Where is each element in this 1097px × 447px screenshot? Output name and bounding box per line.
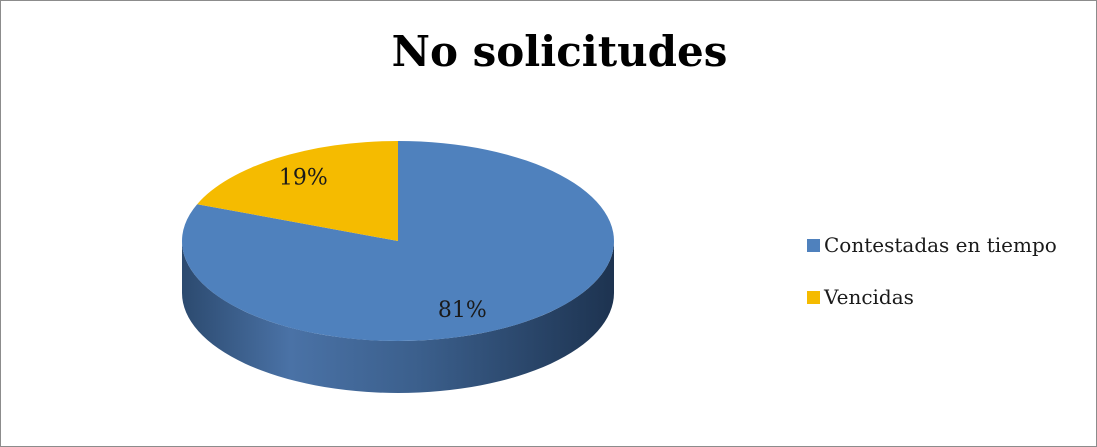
legend-label-vencidas: Vencidas (824, 285, 914, 309)
pie-slice-vencidas (197, 141, 398, 241)
data-label-vencidas: 19% (279, 165, 328, 190)
chart-title: No solicitudes (391, 27, 728, 76)
legend: Contestadas en tiempo Vencidas (807, 232, 1057, 336)
legend-label-contestadas: Contestadas en tiempo (824, 233, 1057, 257)
legend-item-vencidas: Vencidas (807, 284, 1057, 310)
pie-side-contestadas (182, 241, 614, 393)
data-label-contestadas: 81% (438, 298, 487, 323)
legend-swatch-contestadas (807, 238, 820, 252)
legend-swatch-vencidas (807, 290, 820, 304)
legend-item-contestadas: Contestadas en tiempo (807, 232, 1057, 258)
